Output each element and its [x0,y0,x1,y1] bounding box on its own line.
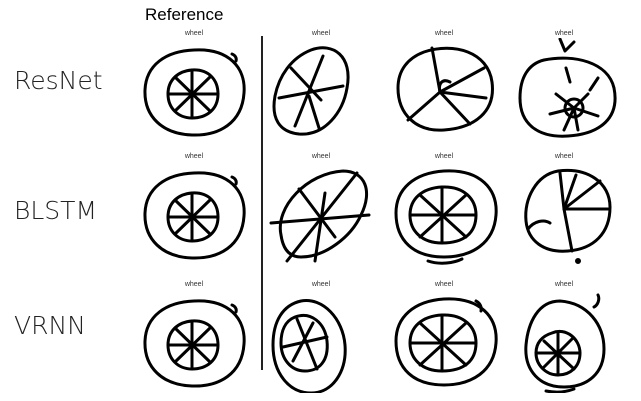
reference-wheel-icon [134,289,254,393]
sketch-caption: wheel [504,280,624,289]
sketch-cell-vrnn-2: wheel [384,280,504,393]
sketch-caption: wheel [504,29,624,38]
sketch-cell-resnet-reference: wheel [134,29,254,142]
sketch-cell-blstm-1: wheel [261,152,381,265]
sketch-caption: wheel [261,280,381,289]
sketch-caption: wheel [134,152,254,161]
sketch-cell-blstm-reference: wheel [134,152,254,265]
row-label-resnet: ResNet [14,66,103,96]
sketch-caption: wheel [134,280,254,289]
sketch-cell-blstm-2: wheel [384,152,504,265]
sketch-cell-resnet-2: wheel [384,29,504,142]
sketch-caption: wheel [504,152,624,161]
blstm-wheel-icon-3 [504,161,624,265]
sketch-caption: wheel [261,29,381,38]
blstm-wheel-icon-1 [261,161,381,265]
sketch-caption: wheel [134,29,254,38]
vrnn-wheel-icon-1 [261,289,381,393]
sketch-cell-vrnn-1: wheel [261,280,381,393]
sketch-cell-vrnn-reference: wheel [134,280,254,393]
reference-wheel-icon [134,161,254,265]
vrnn-wheel-icon-3 [504,289,624,393]
resnet-wheel-icon-1 [261,38,381,142]
sketch-cell-resnet-3: wheel [504,29,624,142]
vrnn-wheel-icon-2 [384,289,504,393]
sketch-caption: wheel [384,29,504,38]
sketch-caption: wheel [261,152,381,161]
row-label-blstm: BLSTM [14,196,97,226]
sketch-cell-resnet-1: wheel [261,29,381,142]
resnet-wheel-icon-2 [384,38,504,142]
reference-heading: Reference [145,4,223,26]
sketch-cell-blstm-3: wheel [504,152,624,265]
blstm-wheel-icon-2 [384,161,504,265]
resnet-wheel-icon-3 [504,38,624,142]
reference-wheel-icon [134,38,254,142]
sketch-caption: wheel [384,152,504,161]
sketch-caption: wheel [384,280,504,289]
sketch-cell-vrnn-3: wheel [504,280,624,393]
row-label-vrnn: VRNN [14,311,86,341]
